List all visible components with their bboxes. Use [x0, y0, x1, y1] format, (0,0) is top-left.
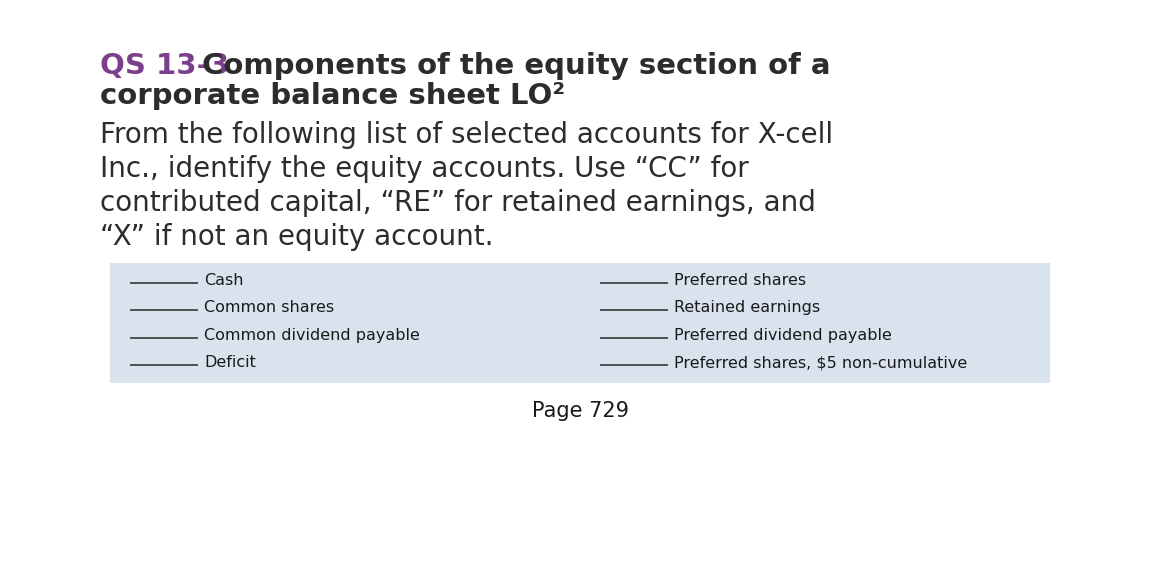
Text: Common shares: Common shares	[204, 301, 335, 315]
Text: “X” if not an equity account.: “X” if not an equity account.	[99, 223, 494, 251]
Text: QS 13-3: QS 13-3	[99, 52, 239, 80]
Text: Preferred dividend payable: Preferred dividend payable	[674, 328, 892, 343]
Text: Cash: Cash	[204, 273, 243, 288]
Text: corporate balance sheet LO²: corporate balance sheet LO²	[99, 82, 565, 110]
Text: Inc., identify the equity accounts. Use “CC” for: Inc., identify the equity accounts. Use …	[99, 155, 749, 183]
Text: Common dividend payable: Common dividend payable	[204, 328, 420, 343]
Text: Page 729: Page 729	[531, 401, 628, 421]
Text: Components of the equity section of a: Components of the equity section of a	[202, 52, 831, 80]
FancyBboxPatch shape	[110, 263, 1049, 383]
Text: Preferred shares, $5 non-cumulative: Preferred shares, $5 non-cumulative	[674, 355, 968, 371]
Text: Deficit: Deficit	[204, 355, 256, 371]
Text: From the following list of selected accounts for X-cell: From the following list of selected acco…	[99, 121, 833, 149]
Text: Preferred shares: Preferred shares	[674, 273, 806, 288]
Text: Retained earnings: Retained earnings	[674, 301, 820, 315]
Text: contributed capital, “RE” for retained earnings, and: contributed capital, “RE” for retained e…	[99, 189, 815, 217]
